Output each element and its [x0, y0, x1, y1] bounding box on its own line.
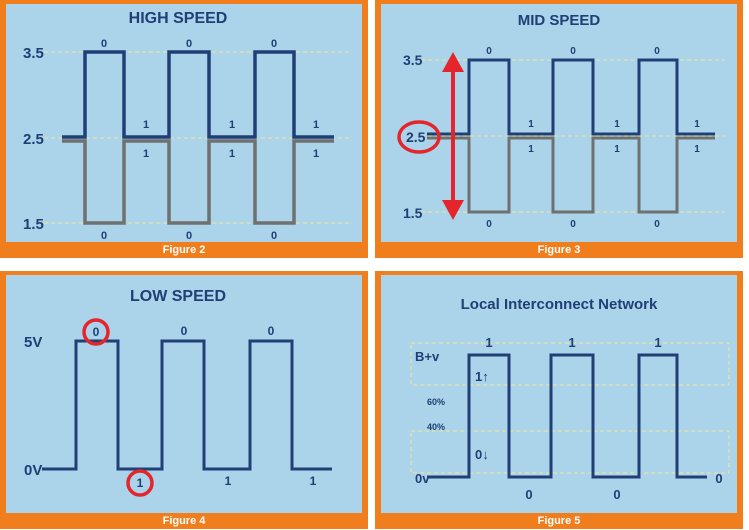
figure-2-panel: HIGH SPEED 3.5 2.5 1.5 0 0 0 1 1 1 1 1 1… [0, 0, 368, 258]
bit-label: 1 [654, 335, 661, 350]
figure-4-panel: LOW SPEED 5V 0V 0 0 0 1 1 1 Figure 4 [0, 271, 368, 529]
bit-label: 0 [101, 230, 107, 242]
bit-label: 0 [570, 219, 576, 230]
voltage-swing-arrow [442, 52, 464, 220]
recessive-zero-label: 0↓ [475, 447, 489, 462]
bit-label: 0 [181, 324, 188, 338]
highlight-circle [82, 318, 110, 346]
can-high-signal [62, 50, 334, 139]
level-label-bottom: 1.5 [23, 216, 44, 233]
can-high-signal [427, 58, 715, 136]
level-label-mid: 2.5 [406, 129, 426, 145]
bit-label: 1 [313, 119, 319, 131]
bit-label: 1 [485, 335, 492, 350]
panel-title: MID SPEED [518, 12, 601, 29]
threshold-label-60: 60% [427, 397, 445, 407]
low-speed-diagram: LOW SPEED 5V 0V 0 0 0 1 1 1 [6, 275, 362, 513]
bit-label: 1 [310, 474, 317, 488]
low-speed-signal [42, 339, 332, 471]
level-label-top: B+v [415, 349, 440, 364]
bit-label: 0 [186, 38, 192, 50]
figure-caption: Figure 4 [162, 515, 206, 527]
level-label-bottom: 0V [24, 462, 42, 479]
mid-speed-diagram: MID SPEED 3.5 2.5 1.5 0 0 0 1 1 1 1 1 1 … [381, 4, 737, 242]
bit-label: 0 [654, 46, 660, 57]
level-label-top: 5V [24, 334, 42, 351]
figure-3-panel: MID SPEED 3.5 2.5 1.5 0 0 0 1 1 1 1 1 1 … [375, 0, 743, 258]
panel-title: LOW SPEED [130, 288, 226, 305]
panel-title: HIGH SPEED [129, 10, 228, 27]
bit-label: 1 [225, 474, 232, 488]
can-low-signal [62, 139, 334, 225]
bit-label: 1 [694, 119, 700, 130]
figure-5-panel: Local Interconnect Network B+v 0v 60% 40… [375, 271, 743, 529]
threshold-label-40: 40% [427, 422, 445, 432]
bit-label: 0 [93, 325, 100, 339]
bit-label: 1 [143, 148, 149, 160]
bit-label: 0 [525, 487, 532, 502]
bit-label: 1 [229, 119, 235, 131]
level-label-mid: 2.5 [23, 131, 44, 148]
bit-label: 0 [570, 46, 576, 57]
bit-label: 1 [229, 148, 235, 160]
level-label-top: 3.5 [403, 52, 423, 68]
bit-label: 0 [486, 46, 492, 57]
highlight-circle [126, 469, 154, 497]
bit-label: 0 [268, 324, 275, 338]
figure-caption: Figure 2 [162, 244, 206, 256]
bit-label: 0 [271, 230, 277, 242]
bit-label: 1 [694, 144, 700, 155]
figure-caption: Figure 5 [537, 515, 581, 527]
bit-label: 0 [654, 219, 660, 230]
can-low-signal [427, 136, 715, 214]
lin-diagram: Local Interconnect Network B+v 0v 60% 40… [381, 275, 737, 513]
level-label-bottom: 0v [415, 471, 430, 486]
bit-label: 0 [101, 38, 107, 50]
bit-label: 1 [313, 148, 319, 160]
high-speed-diagram: HIGH SPEED 3.5 2.5 1.5 0 0 0 1 1 1 1 1 1… [6, 4, 362, 242]
highlight-circle [397, 120, 441, 154]
bit-label: 0 [486, 219, 492, 230]
bit-label: 1 [568, 335, 575, 350]
bit-label: 1 [137, 476, 144, 490]
bit-label: 1 [528, 119, 534, 130]
dominant-one-label: 1↑ [475, 369, 489, 384]
figure-caption: Figure 3 [537, 244, 581, 256]
bit-label: 0 [715, 471, 722, 486]
panel-title: Local Interconnect Network [461, 296, 658, 313]
low-threshold-band [410, 430, 730, 474]
bit-label: 1 [614, 144, 620, 155]
bit-label: 1 [143, 119, 149, 131]
bit-label: 1 [614, 119, 620, 130]
bit-label: 0 [186, 230, 192, 242]
level-label-top: 3.5 [23, 45, 44, 62]
bit-label: 0 [271, 38, 277, 50]
lin-signal [427, 353, 707, 479]
bit-label: 0 [613, 487, 620, 502]
level-label-bottom: 1.5 [403, 205, 423, 221]
high-threshold-band [410, 342, 730, 386]
bit-label: 1 [528, 144, 534, 155]
